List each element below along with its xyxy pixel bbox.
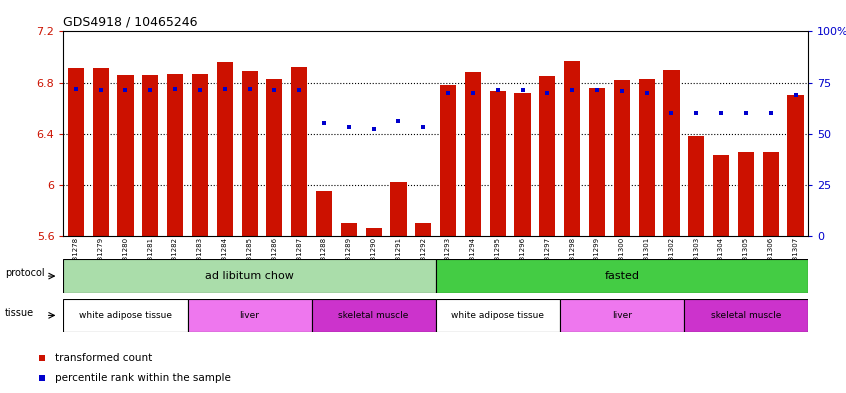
- Text: GSM1131288: GSM1131288: [321, 237, 327, 284]
- Bar: [560, 299, 684, 332]
- Text: white adipose tissue: white adipose tissue: [79, 311, 172, 320]
- Bar: [436, 259, 808, 293]
- Bar: [188, 299, 311, 332]
- Text: GSM1131294: GSM1131294: [470, 237, 476, 284]
- Text: GSM1131306: GSM1131306: [767, 237, 774, 284]
- Text: GSM1131289: GSM1131289: [346, 237, 352, 284]
- Bar: [142, 75, 158, 236]
- Text: GSM1131278: GSM1131278: [73, 237, 79, 284]
- Text: GSM1131295: GSM1131295: [495, 237, 501, 284]
- Bar: [684, 299, 808, 332]
- Bar: [589, 88, 605, 236]
- Bar: [118, 75, 134, 236]
- Text: GSM1131307: GSM1131307: [793, 237, 799, 284]
- Bar: [316, 191, 332, 236]
- Text: GSM1131287: GSM1131287: [296, 237, 302, 284]
- Text: GSM1131285: GSM1131285: [246, 237, 253, 284]
- Text: GSM1131281: GSM1131281: [147, 237, 153, 284]
- Text: GSM1131301: GSM1131301: [644, 237, 650, 284]
- Bar: [663, 70, 679, 236]
- Text: transformed count: transformed count: [55, 353, 152, 363]
- Text: GSM1131296: GSM1131296: [519, 237, 525, 284]
- Bar: [464, 72, 481, 236]
- Text: GSM1131282: GSM1131282: [172, 237, 179, 284]
- Bar: [490, 92, 506, 236]
- Text: GSM1131286: GSM1131286: [272, 237, 277, 284]
- Text: GSM1131304: GSM1131304: [718, 237, 724, 284]
- Text: GSM1131298: GSM1131298: [569, 237, 575, 284]
- Bar: [192, 73, 208, 236]
- Text: GSM1131302: GSM1131302: [668, 237, 674, 284]
- Text: percentile rank within the sample: percentile rank within the sample: [55, 373, 231, 383]
- Text: GSM1131291: GSM1131291: [395, 237, 402, 284]
- Text: GSM1131300: GSM1131300: [618, 237, 625, 284]
- Text: fasted: fasted: [604, 271, 640, 281]
- Bar: [291, 67, 307, 236]
- Text: liver: liver: [612, 311, 632, 320]
- Text: GSM1131303: GSM1131303: [693, 237, 700, 284]
- Bar: [539, 76, 556, 236]
- Text: GSM1131279: GSM1131279: [97, 237, 104, 284]
- Text: tissue: tissue: [5, 308, 34, 318]
- Bar: [762, 151, 779, 236]
- Text: liver: liver: [239, 311, 260, 320]
- Text: GSM1131280: GSM1131280: [123, 237, 129, 284]
- Bar: [738, 151, 754, 236]
- Bar: [63, 259, 436, 293]
- Bar: [390, 182, 407, 236]
- Text: GSM1131297: GSM1131297: [544, 237, 551, 284]
- Bar: [365, 228, 382, 236]
- Text: GSM1131293: GSM1131293: [445, 237, 451, 284]
- Bar: [436, 299, 560, 332]
- Text: protocol: protocol: [5, 268, 45, 278]
- Text: GSM1131305: GSM1131305: [743, 237, 749, 284]
- Bar: [613, 80, 630, 236]
- Bar: [514, 93, 530, 236]
- Bar: [241, 71, 258, 236]
- Bar: [341, 223, 357, 236]
- Text: GSM1131299: GSM1131299: [594, 237, 600, 284]
- Bar: [788, 95, 804, 236]
- Bar: [266, 79, 283, 236]
- Bar: [564, 61, 580, 236]
- Bar: [68, 68, 84, 236]
- Bar: [167, 73, 184, 236]
- Bar: [713, 155, 729, 236]
- Text: GSM1131290: GSM1131290: [371, 237, 376, 284]
- Bar: [688, 136, 705, 236]
- Bar: [311, 299, 436, 332]
- Text: GSM1131284: GSM1131284: [222, 237, 228, 284]
- Bar: [639, 79, 655, 236]
- Bar: [440, 85, 456, 236]
- Text: skeletal muscle: skeletal muscle: [711, 311, 781, 320]
- Text: skeletal muscle: skeletal muscle: [338, 311, 409, 320]
- Text: ad libitum chow: ad libitum chow: [205, 271, 294, 281]
- Text: GSM1131292: GSM1131292: [420, 237, 426, 284]
- Bar: [63, 299, 188, 332]
- Text: GDS4918 / 10465246: GDS4918 / 10465246: [63, 16, 198, 29]
- Bar: [415, 223, 431, 236]
- Text: white adipose tissue: white adipose tissue: [451, 311, 544, 320]
- Bar: [217, 62, 233, 236]
- Bar: [92, 68, 109, 236]
- Text: GSM1131283: GSM1131283: [197, 237, 203, 284]
